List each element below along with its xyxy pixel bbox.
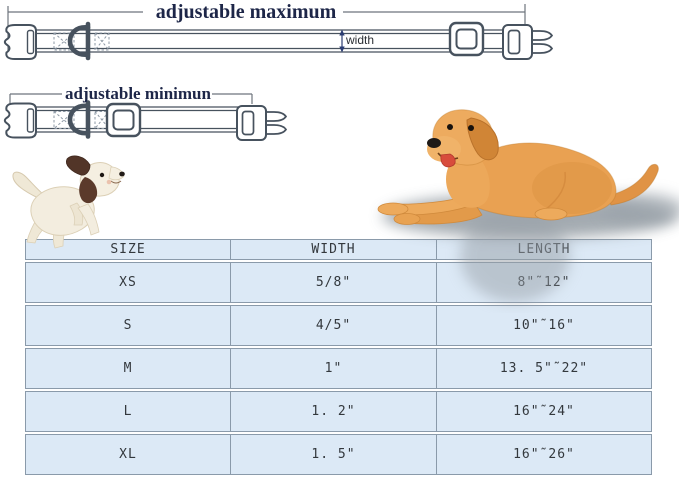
puppy-illustration (12, 155, 125, 249)
table-row-l: L 1. 2" 16"˜24" (25, 391, 652, 432)
adjustable-minimum-label: adjustable minimun (65, 84, 211, 103)
cell-length: 10"˜16" (437, 305, 652, 346)
cell-size: XS (25, 262, 231, 303)
puppy-eye (99, 172, 105, 178)
size-chart-table: SIZE WIDTH LENGTH XS 5/8" 8"˜12" S 4/5" … (25, 237, 652, 477)
header-width: WIDTH (231, 239, 437, 260)
puppy-body (12, 171, 100, 249)
width-label: width (346, 33, 375, 47)
dimension-line-min (9, 93, 253, 104)
puppy-head (65, 155, 125, 204)
cell-size: L (25, 391, 231, 432)
cell-length: 13. 5"˜22" (437, 348, 652, 389)
dog-nose (427, 138, 441, 148)
header-size: SIZE (25, 239, 231, 260)
cell-width: 5/8" (231, 262, 437, 303)
cell-size: M (25, 348, 231, 389)
dog-head (427, 109, 499, 168)
cell-size: XL (25, 434, 231, 475)
golden-retriever-illustration (377, 109, 679, 302)
cell-width: 1. 2" (231, 391, 437, 432)
table-row-s: S 4/5" 10"˜16" (25, 305, 652, 346)
adjustable-maximum-label: adjustable maximum (155, 1, 337, 23)
cell-width: 1. 5" (231, 434, 437, 475)
dog-eye-right (468, 125, 474, 131)
collar-extended-diagram (3, 23, 553, 59)
dog-body (377, 142, 659, 225)
puppy-nose (119, 171, 125, 177)
width-arrow (339, 29, 345, 53)
table-row-xl: XL 1. 5" 16"˜26" (25, 434, 652, 475)
cell-size: S (25, 305, 231, 346)
dog-eye-left (447, 124, 453, 130)
cell-width: 4/5" (231, 305, 437, 346)
collar-shortened-diagram (3, 103, 287, 141)
dog-tongue (440, 153, 456, 168)
table-row-m: M 1" 13. 5"˜22" (25, 348, 652, 389)
cell-length: 16"˜26" (437, 434, 652, 475)
cell-length: 16"˜24" (437, 391, 652, 432)
cell-width: 1" (231, 348, 437, 389)
puppy-ear-top (65, 155, 91, 176)
collar-diagrams-canvas (3, 4, 553, 141)
puppy-ear-side (79, 177, 98, 204)
